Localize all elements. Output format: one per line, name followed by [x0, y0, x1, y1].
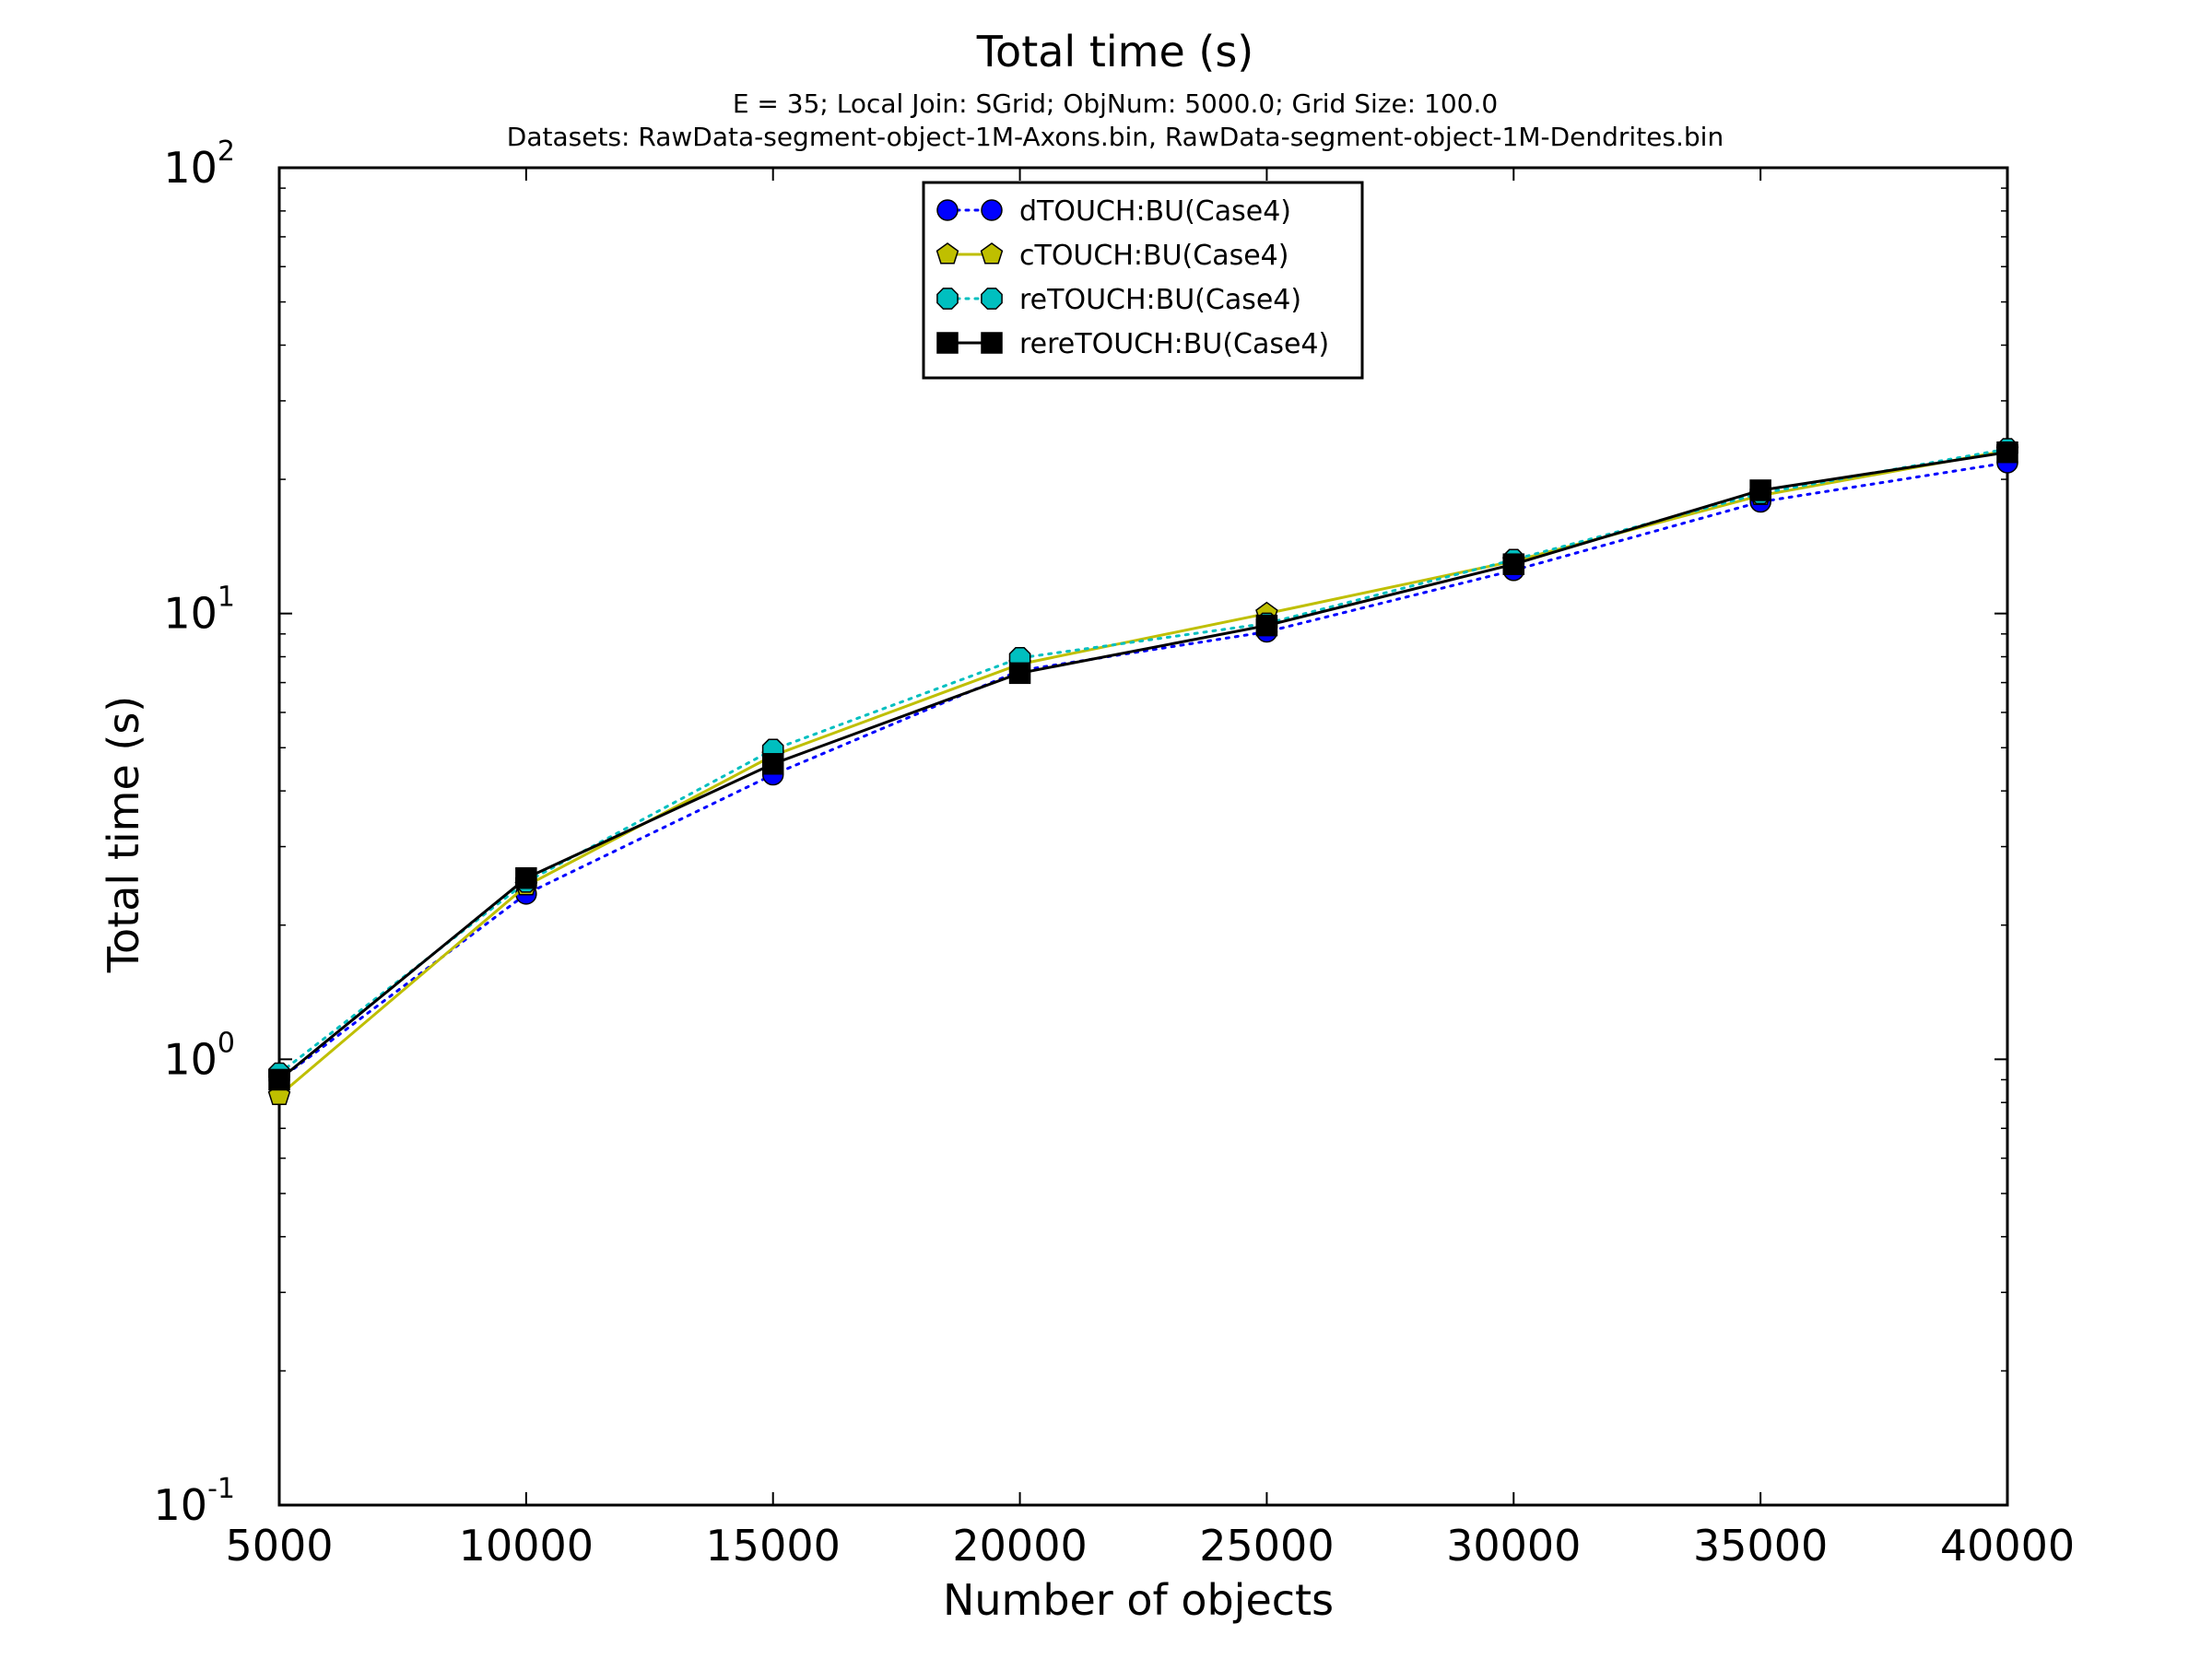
x-tick-label: 40000 — [1940, 1521, 2075, 1571]
series-2 — [268, 438, 2018, 1085]
data-point — [515, 866, 537, 889]
series-line — [277, 461, 2009, 1081]
data-point — [1255, 614, 1278, 637]
legend-marker — [936, 288, 959, 310]
legend-marker — [981, 288, 1003, 310]
x-tick-label: 35000 — [1693, 1521, 1828, 1571]
data-point — [1008, 662, 1031, 685]
chart-subtitle-line-1: E = 35; Local Join: SGrid; ObjNum: 5000.… — [733, 88, 1498, 119]
plot-area — [277, 166, 2009, 1507]
x-tick-label: 30000 — [1446, 1521, 1581, 1571]
legend-marker — [935, 242, 959, 265]
legend-label: cTOUCH:BU(Case4) — [1019, 240, 1288, 272]
series-0 — [268, 452, 2018, 1091]
y-tick-label: 10-1 — [154, 1473, 235, 1530]
series-line — [278, 451, 2008, 1081]
chart-subtitle-line-2: Datasets: RawData-segment-object-1M-Axon… — [507, 122, 1724, 152]
series-line — [277, 447, 2009, 1076]
plot-frame — [277, 166, 2009, 1507]
legend-marker — [981, 332, 1003, 354]
data-point — [1996, 441, 2018, 464]
series-1 — [267, 438, 2019, 1105]
x-tick-label: 15000 — [706, 1521, 841, 1571]
legend-label: reTOUCH:BU(Case4) — [1019, 284, 1301, 316]
x-tick-label: 5000 — [225, 1521, 333, 1571]
x-tick-label: 10000 — [459, 1521, 594, 1571]
y-tick-label: 100 — [163, 1027, 235, 1084]
x-tick-label: 25000 — [1199, 1521, 1334, 1571]
legend-marker — [980, 242, 1004, 265]
y-tick-label: 102 — [163, 135, 235, 193]
x-axis-label: Number of objects — [943, 1575, 1334, 1625]
legend-marker — [981, 199, 1003, 221]
legend-marker — [936, 199, 959, 221]
series-3 — [268, 441, 2018, 1091]
legend-label: rereTOUCH:BU(Case4) — [1019, 328, 1329, 360]
data-point — [1749, 479, 1771, 501]
series-line — [278, 449, 2008, 1097]
legend-label: dTOUCH:BU(Case4) — [1019, 195, 1291, 228]
chart-title: Total time (s) — [976, 27, 1253, 76]
legend: dTOUCH:BU(Case4) cTOUCH:BU(Case4) reTOUCH:… — [922, 181, 1364, 380]
y-tick-label: 101 — [163, 582, 235, 639]
data-point — [268, 1068, 290, 1091]
series-layer — [267, 438, 2019, 1105]
data-point — [1502, 553, 1525, 575]
y-axis-label: Total time (s) — [99, 696, 148, 973]
data-point — [761, 753, 784, 775]
legend-marker — [936, 332, 959, 354]
x-tick-label: 20000 — [952, 1521, 1087, 1571]
